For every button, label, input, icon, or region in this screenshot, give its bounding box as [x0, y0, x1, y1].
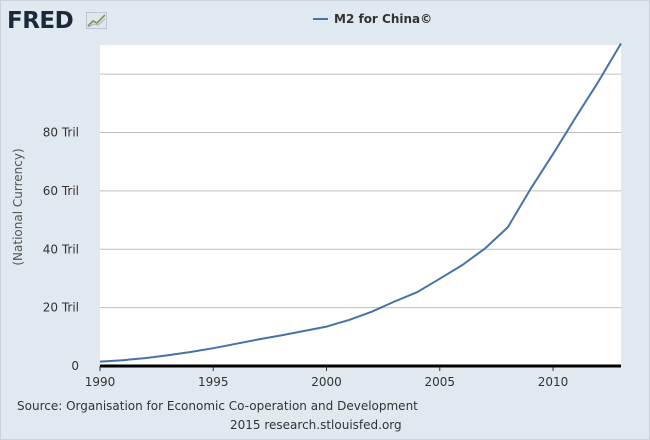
plot-area: [100, 45, 621, 366]
x-tick-label: 1995: [198, 375, 229, 389]
legend-label: M2 for China©: [334, 12, 433, 26]
legend-swatch: [313, 18, 328, 20]
fred-logo[interactable]: FRED: [7, 8, 74, 34]
x-tick-label: 2005: [425, 375, 456, 389]
x-tick-label: 2000: [311, 375, 342, 389]
x-tick-label: 2010: [538, 375, 569, 389]
series-line-m2-china[interactable]: [99, 42, 622, 363]
y-axis-label: (National Currency): [11, 148, 25, 265]
credit-note[interactable]: 2015 research.stlouisfed.org: [230, 418, 402, 432]
x-tick-labels: 1990 1995 2000 2005 2010: [85, 366, 569, 389]
line-chart-icon: [86, 12, 107, 29]
y-tick-labels: 0 20 Tril 40 Tril 60 Tril 80 Tril: [43, 126, 79, 373]
y-tick-label: 20 Tril: [43, 301, 79, 315]
y-tick-label: 60 Tril: [43, 184, 79, 198]
gridlines: [100, 73, 621, 309]
x-tick-label: 1990: [85, 375, 116, 389]
y-tick-label: 80 Tril: [43, 126, 79, 140]
y-tick-label: 40 Tril: [43, 242, 79, 256]
chart: 0 20 Tril 40 Tril 60 Tril 80 Tril 1990 1995 20…: [11, 42, 622, 389]
chart-legend[interactable]: M2 for China©: [313, 12, 432, 26]
y-tick-label: 0: [71, 359, 79, 373]
source-note: Source: Organisation for Economic Co-ope…: [17, 399, 418, 413]
